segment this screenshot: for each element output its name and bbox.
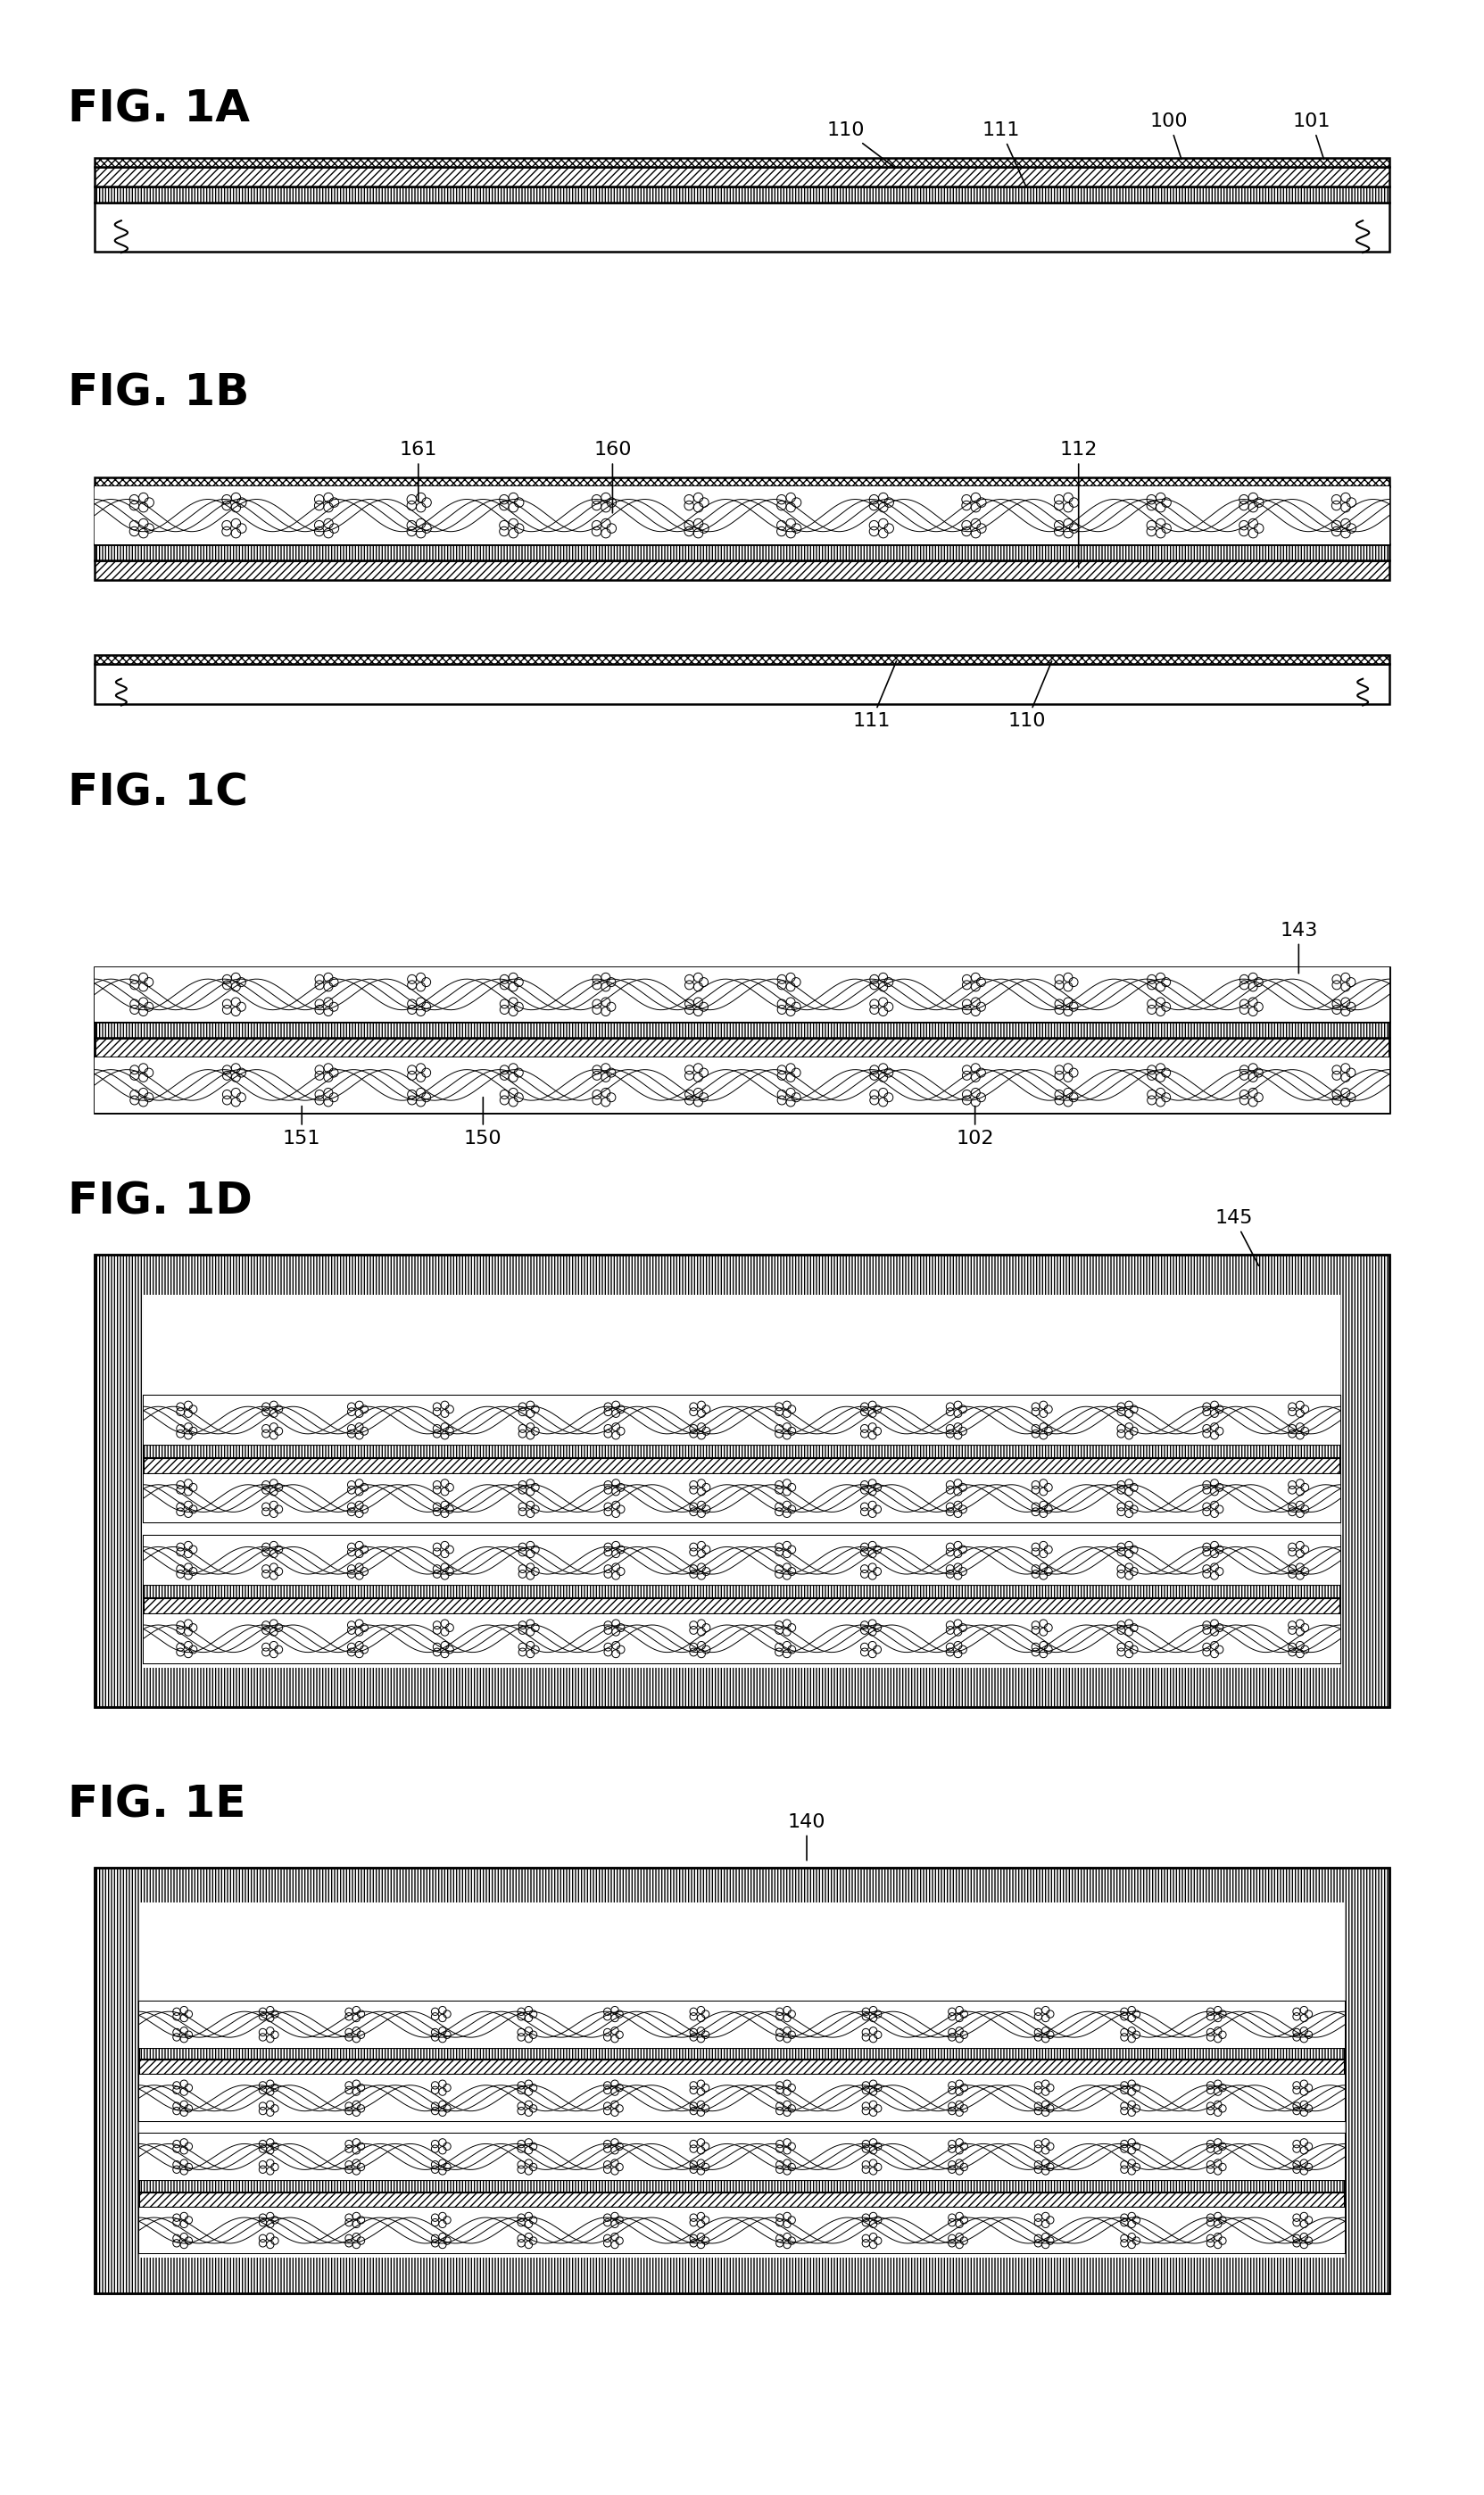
Bar [95, 1255, 1389, 1707]
Bar [95, 487, 1389, 544]
Text: FIG. 1B: FIG. 1B [68, 372, 249, 414]
Text: 151: 151 [283, 1105, 321, 1148]
Text: 111: 111 [852, 661, 896, 731]
Bar [139, 2208, 1345, 2253]
Bar [95, 968, 1389, 1023]
Text: 140: 140 [788, 1814, 825, 1861]
Bar [144, 1395, 1340, 1445]
Bar [95, 656, 1389, 664]
Bar [144, 1395, 1340, 1445]
Bar [139, 2133, 1345, 2181]
Text: 101: 101 [1293, 112, 1331, 160]
Bar [95, 202, 1389, 252]
Bar [144, 1295, 1340, 1667]
Bar [95, 1023, 1389, 1038]
Bar [95, 1866, 1389, 2293]
Bar [95, 487, 1389, 544]
Bar [144, 1584, 1340, 1599]
Bar [139, 2061, 1345, 2076]
Bar [95, 1866, 1389, 2293]
Bar [95, 1255, 1389, 1707]
Text: 145: 145 [1215, 1210, 1258, 1265]
Bar [139, 1904, 1345, 2258]
Bar [95, 1058, 1389, 1113]
Bar [95, 187, 1389, 202]
Bar [95, 664, 1389, 704]
Bar [139, 2048, 1345, 2061]
Text: 110: 110 [827, 122, 895, 167]
Bar [139, 2076, 1345, 2121]
Bar [144, 1445, 1340, 1457]
Bar [95, 157, 1389, 167]
Bar [144, 1599, 1340, 1614]
Bar [144, 1457, 1340, 1475]
Text: 150: 150 [464, 1098, 502, 1148]
Text: 102: 102 [956, 1105, 994, 1148]
Text: 112: 112 [1060, 442, 1098, 566]
Bar [139, 2076, 1345, 2121]
Bar [144, 1614, 1340, 1664]
Text: 161: 161 [399, 442, 438, 501]
Bar [95, 968, 1389, 1113]
Bar [139, 2001, 1345, 2048]
Bar [139, 2208, 1345, 2253]
Bar [139, 2181, 1345, 2193]
Bar [95, 1038, 1389, 1058]
Bar [144, 1475, 1340, 1522]
Bar [144, 1537, 1340, 1584]
Text: FIG. 1E: FIG. 1E [68, 1784, 246, 1826]
Text: FIG. 1C: FIG. 1C [68, 771, 248, 813]
Bar [144, 1537, 1340, 1584]
Bar [95, 167, 1389, 187]
Bar [139, 2133, 1345, 2181]
Text: FIG. 1A: FIG. 1A [68, 87, 251, 130]
Text: 100: 100 [1150, 112, 1189, 160]
Bar [95, 561, 1389, 579]
Bar [139, 2193, 1345, 2208]
Text: 160: 160 [594, 442, 632, 514]
Text: FIG. 1D: FIG. 1D [68, 1180, 252, 1223]
Bar [144, 1475, 1340, 1522]
Bar [95, 544, 1389, 561]
Bar [95, 1058, 1389, 1113]
Text: 143: 143 [1279, 921, 1318, 973]
Bar [95, 477, 1389, 487]
Text: 110: 110 [1008, 661, 1052, 731]
Bar [144, 1614, 1340, 1664]
Bar [139, 2001, 1345, 2048]
Text: 111: 111 [982, 122, 1025, 187]
Bar [95, 968, 1389, 1023]
